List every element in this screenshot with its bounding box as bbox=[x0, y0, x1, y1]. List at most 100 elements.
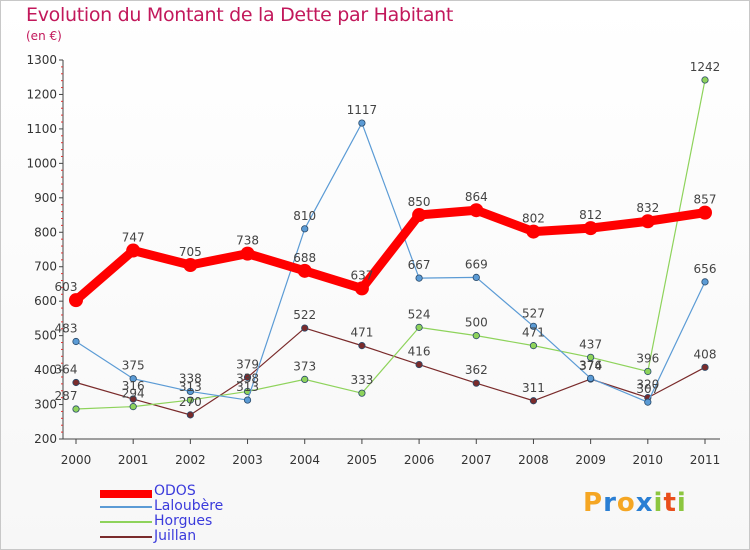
data-point bbox=[240, 246, 255, 261]
data-label: 832 bbox=[636, 201, 659, 215]
legend-label: Juillan bbox=[154, 528, 197, 544]
data-label: 471 bbox=[350, 326, 373, 340]
data-point bbox=[72, 337, 80, 346]
y-tick-label: 700 bbox=[34, 260, 57, 274]
data-point bbox=[129, 375, 137, 383]
data-point bbox=[354, 281, 369, 296]
data-label: 338 bbox=[179, 371, 202, 385]
x-tick-label: 2011 bbox=[690, 453, 721, 467]
data-label: 416 bbox=[408, 345, 431, 359]
data-label: 669 bbox=[465, 257, 488, 271]
proxiti-logo: Proxiti bbox=[583, 488, 687, 518]
data-label: 364 bbox=[55, 362, 78, 376]
data-point bbox=[301, 225, 309, 233]
data-point bbox=[587, 353, 595, 361]
data-label: 311 bbox=[522, 381, 545, 395]
data-label: 316 bbox=[122, 379, 145, 393]
data-point bbox=[698, 205, 712, 220]
y-tick-label: 500 bbox=[34, 329, 57, 343]
data-point bbox=[72, 405, 80, 413]
x-tick-label: 2000 bbox=[61, 453, 92, 467]
data-label: 320 bbox=[636, 378, 659, 392]
data-point bbox=[72, 378, 80, 387]
data-point bbox=[529, 342, 538, 350]
data-label: 1242 bbox=[690, 60, 721, 74]
data-point bbox=[701, 278, 709, 286]
series-line-odos bbox=[71, 205, 710, 305]
data-point bbox=[415, 323, 423, 331]
data-label: 864 bbox=[465, 190, 488, 204]
x-tick-label: 2010 bbox=[633, 453, 664, 467]
x-tick-label: 2002 bbox=[175, 453, 206, 467]
logo-letter: r bbox=[603, 488, 617, 518]
series-line-horgues bbox=[75, 79, 706, 410]
data-point bbox=[472, 273, 480, 282]
data-label: 1117 bbox=[347, 103, 378, 117]
legend-swatch bbox=[100, 506, 152, 508]
data-label: 812 bbox=[579, 208, 602, 222]
logo-letter: i bbox=[676, 488, 687, 518]
data-label: 408 bbox=[694, 347, 717, 361]
y-tick-label: 1000 bbox=[26, 156, 57, 170]
data-label: 338 bbox=[236, 371, 259, 385]
data-label: 527 bbox=[522, 306, 545, 320]
x-tick-label: 2007 bbox=[461, 453, 492, 467]
x-tick-label: 2003 bbox=[232, 453, 263, 467]
x-tick-label: 2005 bbox=[347, 453, 378, 467]
data-label: 656 bbox=[694, 262, 717, 276]
data-label: 667 bbox=[408, 258, 431, 272]
data-label: 705 bbox=[179, 245, 202, 259]
y-tick-label: 1100 bbox=[26, 122, 57, 136]
data-point bbox=[69, 293, 83, 308]
logo-letter: P bbox=[583, 488, 604, 518]
data-point bbox=[415, 274, 423, 282]
data-point bbox=[186, 411, 194, 419]
legend-label: Laloubère bbox=[154, 498, 224, 514]
series-layer bbox=[69, 76, 712, 419]
legend-swatch bbox=[100, 536, 152, 538]
data-label: 307 bbox=[636, 382, 659, 396]
data-point bbox=[412, 208, 427, 223]
data-label: 333 bbox=[350, 373, 373, 387]
data-point bbox=[529, 322, 538, 330]
legend-swatch bbox=[100, 521, 152, 523]
data-point bbox=[186, 387, 194, 396]
y-tick-label: 600 bbox=[34, 294, 57, 308]
data-label: 738 bbox=[236, 234, 259, 248]
data-label: 524 bbox=[408, 307, 431, 321]
data-label: 313 bbox=[236, 380, 259, 394]
data-label: 857 bbox=[694, 193, 717, 207]
legend-swatch bbox=[100, 490, 152, 498]
data-point bbox=[129, 403, 137, 411]
data-label: 483 bbox=[55, 321, 78, 335]
data-label: 270 bbox=[179, 395, 202, 409]
data-label: 376 bbox=[579, 358, 602, 372]
series-line-laloubere bbox=[75, 122, 706, 403]
data-label: 362 bbox=[465, 363, 488, 377]
data-label: 802 bbox=[522, 212, 545, 226]
data-point bbox=[243, 373, 252, 381]
x-tick-label: 2006 bbox=[404, 453, 435, 467]
data-point bbox=[415, 360, 423, 369]
data-point bbox=[701, 76, 709, 84]
data-label: 396 bbox=[636, 351, 659, 365]
data-label: 688 bbox=[293, 251, 316, 265]
data-point bbox=[183, 258, 198, 273]
y-tick-label: 800 bbox=[34, 225, 57, 239]
data-point bbox=[469, 203, 484, 218]
data-point bbox=[587, 374, 595, 382]
data-label: 810 bbox=[293, 209, 316, 223]
y-tick-label: 1300 bbox=[26, 53, 57, 67]
data-label: 287 bbox=[55, 389, 78, 403]
y-tick-label: 300 bbox=[34, 398, 57, 412]
data-label: 637 bbox=[350, 268, 373, 282]
data-label: 294 bbox=[122, 387, 145, 401]
data-point bbox=[640, 214, 655, 229]
logo-letter: i bbox=[653, 488, 664, 518]
data-label: 374 bbox=[579, 359, 602, 373]
chart-title: Evolution du Montant de la Dette par Hab… bbox=[26, 4, 454, 26]
data-label: 313 bbox=[179, 380, 202, 394]
data-point bbox=[358, 389, 366, 397]
x-tick-label: 2008 bbox=[518, 453, 549, 467]
